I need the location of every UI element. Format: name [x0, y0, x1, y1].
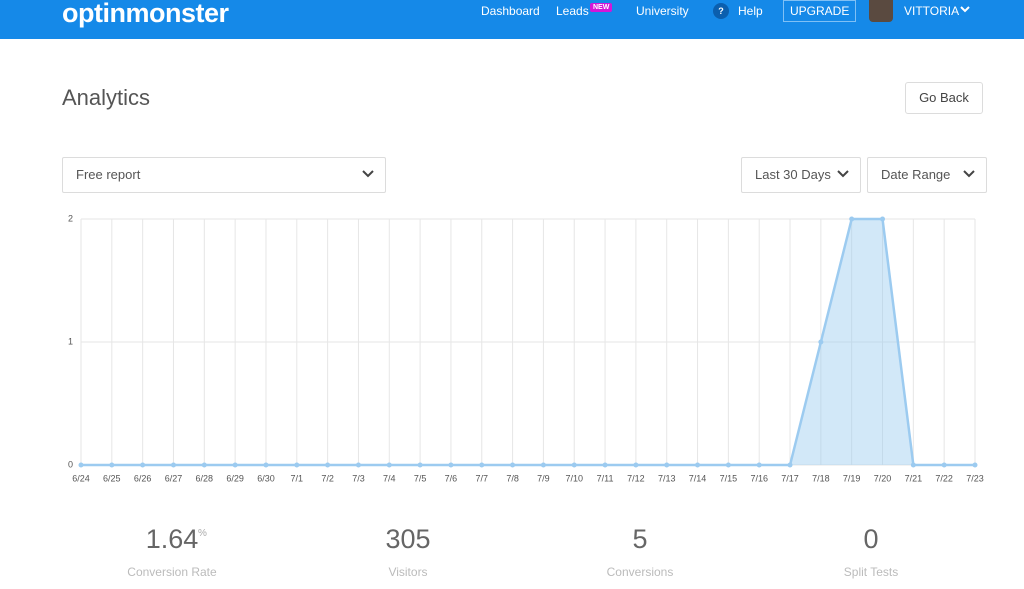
point [417, 462, 423, 468]
point [849, 216, 855, 222]
x-tick-label: 7/10 [565, 473, 583, 483]
nav-link[interactable]: University [636, 4, 689, 18]
stat-label: Visitors [388, 565, 428, 579]
nav-link[interactable]: Dashboard [481, 4, 540, 18]
avatar[interactable] [869, 0, 893, 22]
x-tick-label: 7/13 [658, 473, 676, 483]
chevron [837, 170, 849, 178]
x-tick-label: 6/28 [196, 473, 214, 483]
point [78, 462, 84, 468]
page-title: Analytics [62, 85, 151, 110]
nav-link[interactable]: Help [738, 4, 763, 18]
range-select[interactable]: Date Range [867, 157, 987, 193]
select-text: Date Range [881, 167, 951, 182]
point [910, 462, 916, 468]
user-chevron [960, 6, 970, 13]
select-text: Last 30 Days [755, 167, 831, 182]
stat-value: 0 [863, 524, 879, 554]
y-tick-label: 2 [68, 213, 73, 223]
chart: 6/24 6/25 6/26 6/27 6/28 6/29 6/30 7/1 7/2 7/3 7/4… [68, 213, 984, 483]
nav-link[interactable]: Leads [556, 4, 589, 18]
period-select[interactable]: Last 30 Days [741, 157, 861, 193]
point [571, 462, 577, 468]
stat-value: 5 [632, 524, 648, 554]
point [294, 462, 300, 468]
point [170, 462, 176, 468]
point [540, 462, 546, 468]
x-tick-label: 7/2 [321, 473, 334, 483]
x-tick-label: 7/16 [750, 473, 768, 483]
point [756, 462, 762, 468]
x-tick-label: 7/12 [627, 473, 645, 483]
point [201, 462, 207, 468]
point [818, 339, 824, 345]
point [386, 462, 392, 468]
point [109, 462, 115, 468]
x-tick-label: 6/25 [103, 473, 121, 483]
point [725, 462, 731, 468]
x-tick-label: 6/26 [134, 473, 152, 483]
point [664, 462, 670, 468]
x-tick-label: 7/20 [874, 473, 892, 483]
x-tick-label: 7/15 [720, 473, 738, 483]
chevron [963, 170, 975, 178]
stat-value: 1.64 [145, 524, 199, 554]
x-tick-label: 7/22 [935, 473, 953, 483]
point [880, 216, 886, 222]
x-tick-label: 7/6 [445, 473, 458, 483]
x-tick-label: 6/27 [165, 473, 183, 483]
x-tick-label: 7/9 [537, 473, 550, 483]
x-tick-label: 7/11 [597, 473, 614, 483]
stat-label: Conversion Rate [127, 565, 217, 579]
point [941, 462, 947, 468]
point [325, 462, 331, 468]
line [81, 217, 975, 467]
point [695, 462, 701, 468]
x-tick-label: 6/29 [226, 473, 244, 483]
x-tick-label: 7/14 [689, 473, 707, 483]
go-back-button[interactable]: Go Back [905, 82, 983, 114]
point [787, 462, 793, 468]
chevron [362, 170, 374, 178]
x-tick-label: 7/23 [966, 473, 984, 483]
x-tick-label: 7/18 [812, 473, 830, 483]
y-tick-label: 1 [68, 336, 73, 346]
point [972, 462, 978, 468]
stat-value: 305 [385, 524, 431, 554]
stat-unit: % [198, 528, 207, 539]
point [140, 462, 146, 468]
point [355, 462, 361, 468]
x-tick-label: 7/3 [352, 473, 365, 483]
x-tick-label: 7/7 [476, 473, 489, 483]
point [602, 462, 608, 468]
point [510, 462, 516, 468]
x-tick-label: 7/1 [291, 473, 304, 483]
x-tick-label: 7/8 [506, 473, 519, 483]
user-menu[interactable]: VITTORIA [904, 4, 960, 18]
x-tick-label: 7/4 [383, 473, 396, 483]
point [448, 462, 454, 468]
report-select[interactable]: Free report [62, 157, 386, 193]
upgrade-button[interactable]: UPGRADE [783, 0, 857, 22]
x-tick-label: 7/21 [905, 473, 923, 483]
y-tick-label: 0 [68, 459, 73, 469]
x-tick-label: 7/19 [843, 473, 861, 483]
stat-label: Conversions [606, 565, 674, 579]
point [263, 462, 269, 468]
point [479, 462, 485, 468]
point [232, 462, 238, 468]
stat-label: Split Tests [843, 565, 899, 579]
area [81, 219, 975, 465]
point [633, 462, 639, 468]
x-tick-label: 7/17 [781, 473, 799, 483]
x-tick-label: 6/30 [257, 473, 275, 483]
help-icon[interactable]: ? [713, 3, 729, 19]
top-bar [0, 0, 1024, 39]
x-tick-label: 6/24 [72, 473, 90, 483]
new-badge: NEW [590, 3, 613, 12]
x-tick-label: 7/5 [414, 473, 427, 483]
logo[interactable]: optinmonster [62, 0, 229, 28]
select-text: Free report [76, 167, 141, 182]
